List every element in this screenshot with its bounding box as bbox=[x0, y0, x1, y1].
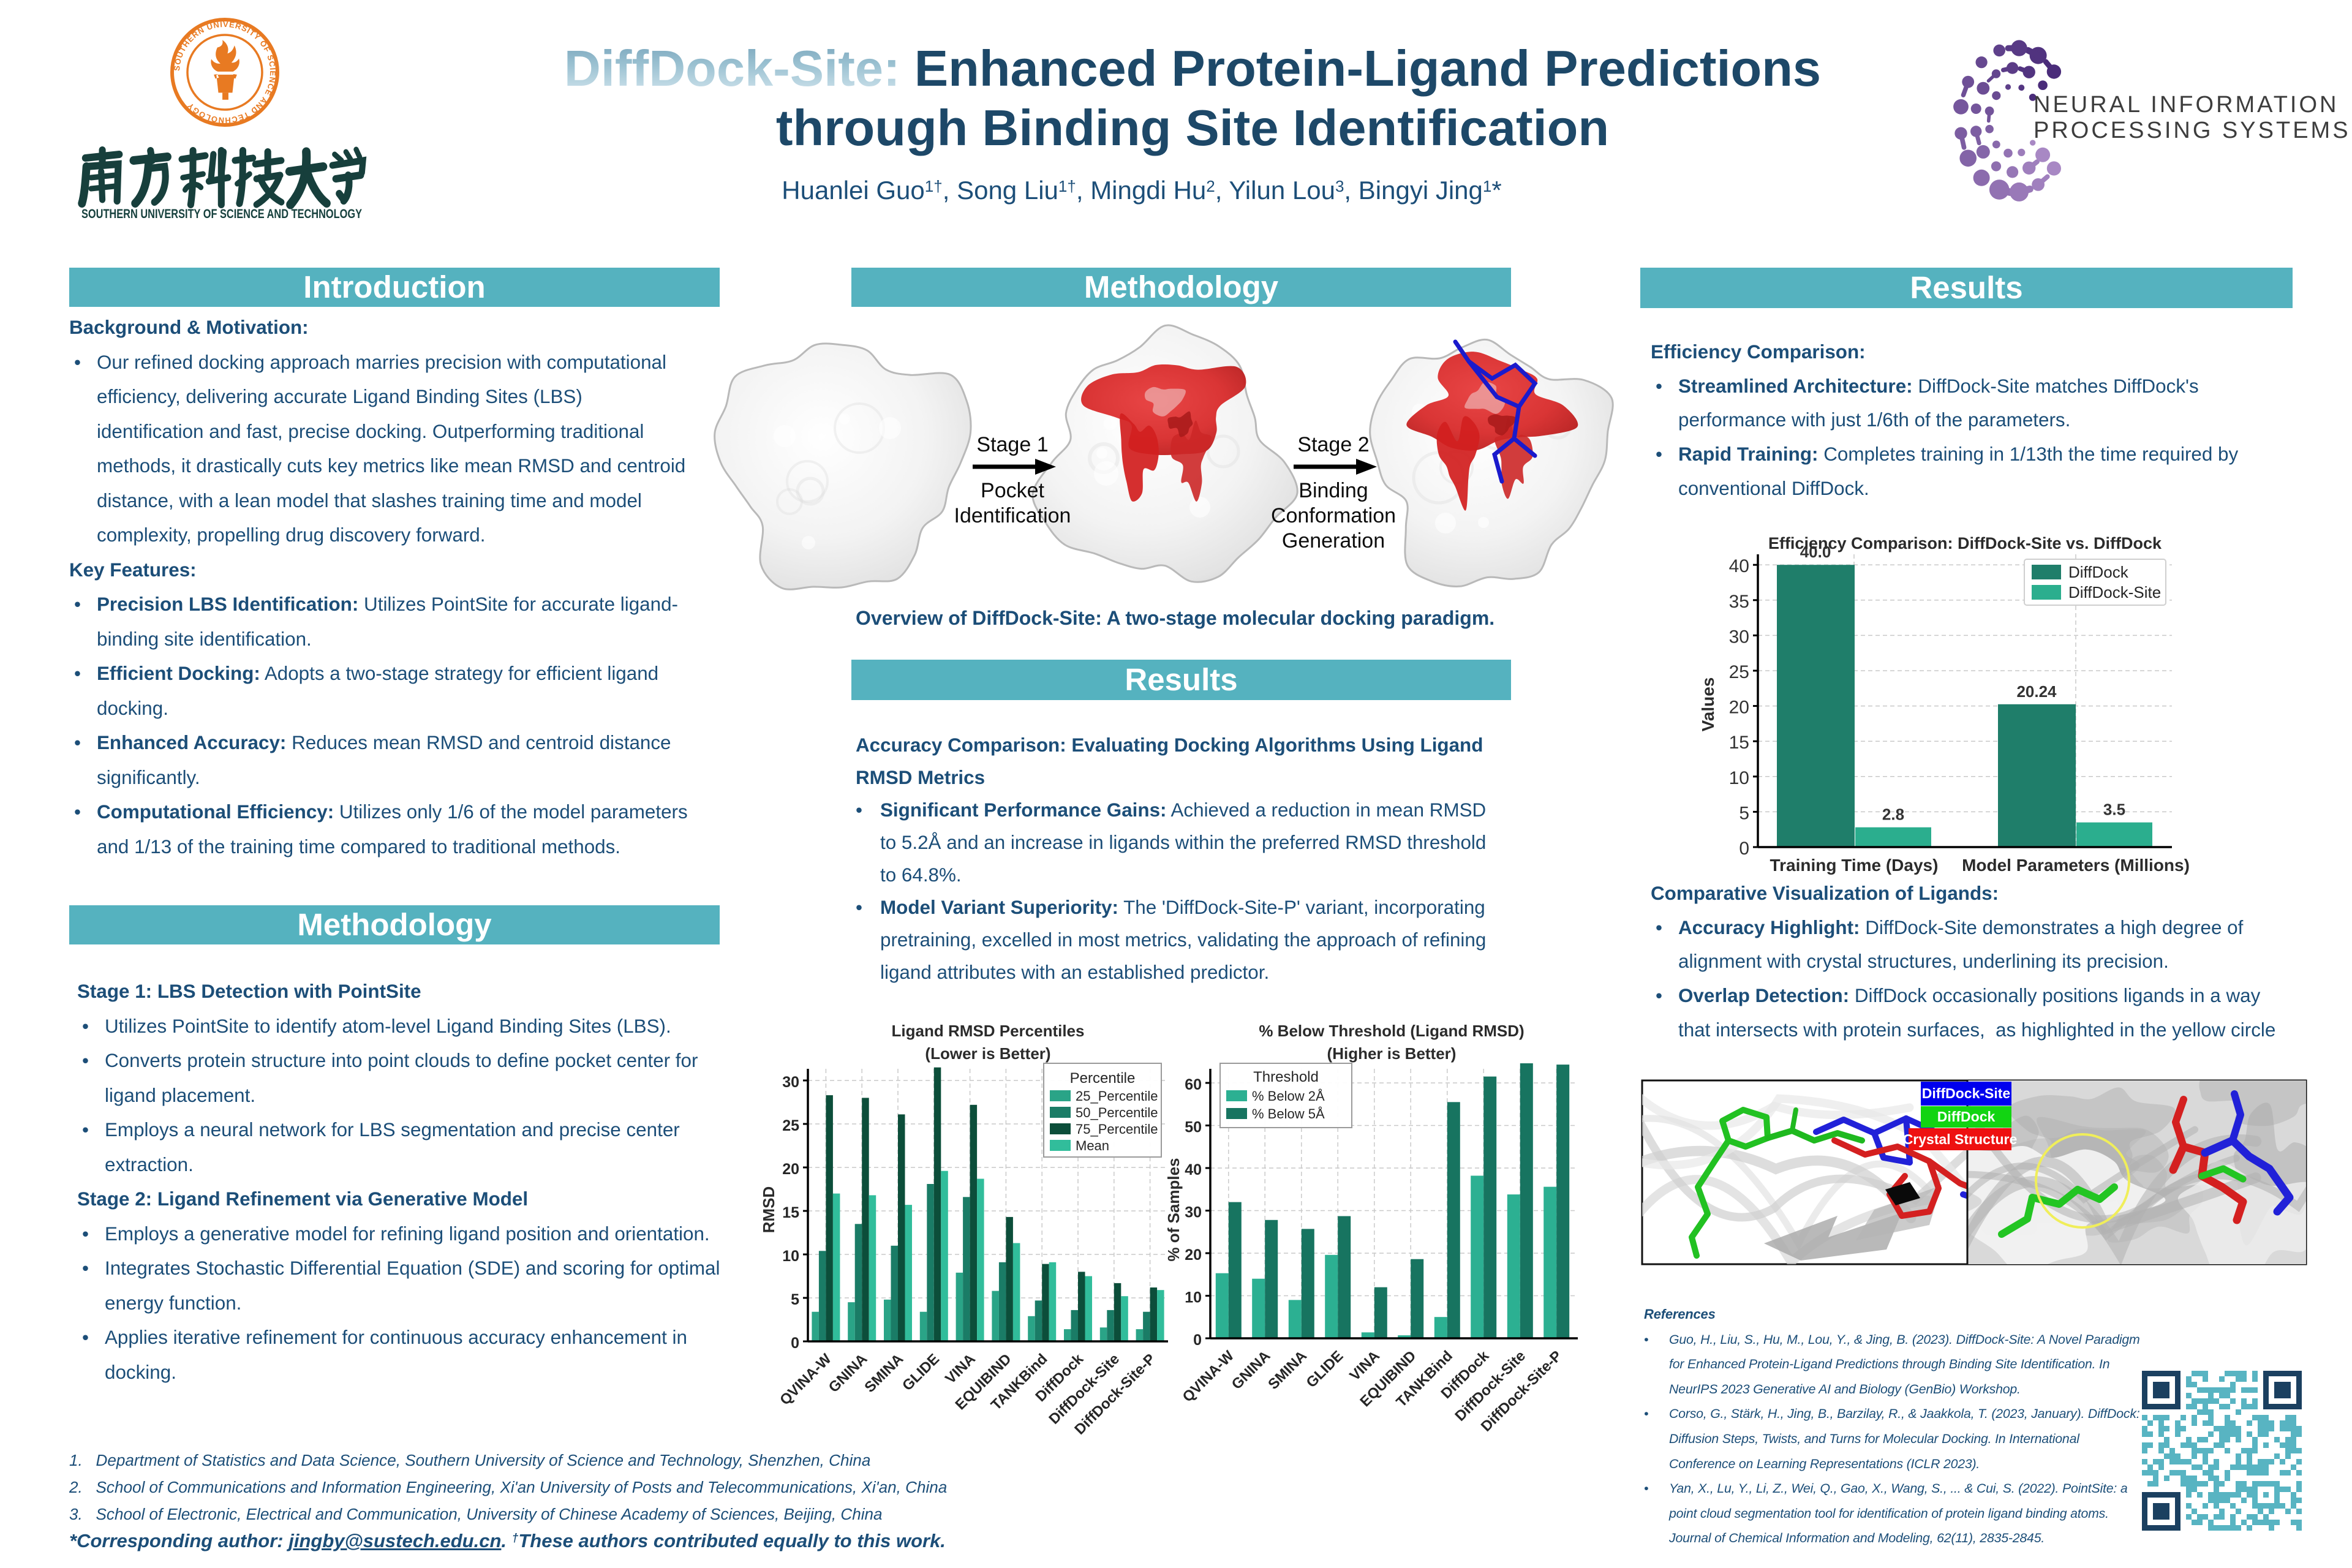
svg-text:Percentile: Percentile bbox=[1070, 1070, 1136, 1087]
svg-text:2.8: 2.8 bbox=[1882, 805, 1904, 824]
svg-text:50: 50 bbox=[1185, 1119, 1202, 1136]
svg-text:QVINA-W: QVINA-W bbox=[1180, 1348, 1238, 1406]
svg-text:Binding: Binding bbox=[1298, 479, 1368, 502]
svg-text:Stage 1: Stage 1 bbox=[976, 433, 1048, 456]
svg-text:(Higher is Better): (Higher is Better) bbox=[1327, 1044, 1457, 1063]
svg-text:% Below 2Å: % Below 2Å bbox=[1252, 1088, 1325, 1104]
svg-text:GLIDE: GLIDE bbox=[1303, 1348, 1346, 1391]
svg-text:QVINA-W: QVINA-W bbox=[777, 1351, 835, 1409]
svg-text:75_Percentile: 75_Percentile bbox=[1076, 1121, 1158, 1137]
svg-text:GLIDE: GLIDE bbox=[899, 1351, 943, 1394]
svg-text:40: 40 bbox=[1185, 1161, 1202, 1178]
svg-text:Conformation: Conformation bbox=[1271, 504, 1396, 527]
svg-text:DiffDock: DiffDock bbox=[2068, 563, 2129, 581]
svg-text:40: 40 bbox=[1729, 556, 1749, 576]
svg-text:25: 25 bbox=[782, 1117, 799, 1134]
svg-text:Values: Values bbox=[1698, 677, 1717, 732]
svg-text:% Below 5Å: % Below 5Å bbox=[1252, 1106, 1325, 1121]
svg-text:20: 20 bbox=[782, 1161, 799, 1178]
svg-text:5: 5 bbox=[791, 1291, 799, 1308]
svg-text:DiffDock: DiffDock bbox=[1937, 1109, 1996, 1125]
svg-text:SMINA: SMINA bbox=[1265, 1348, 1310, 1393]
svg-text:30: 30 bbox=[1185, 1204, 1202, 1221]
svg-text:Stage 2: Stage 2 bbox=[1297, 433, 1369, 456]
svg-text:25: 25 bbox=[1729, 662, 1749, 682]
svg-text:DiffDock-Site: DiffDock-Site bbox=[1922, 1085, 2010, 1101]
svg-text:NEURAL INFORMATION: NEURAL INFORMATION bbox=[2034, 92, 2339, 118]
svg-text:Efficiency Comparison: DiffDoc: Efficiency Comparison: DiffDock-Site vs.… bbox=[1768, 534, 2162, 552]
svg-text:PROCESSING SYSTEMS: PROCESSING SYSTEMS bbox=[2034, 118, 2351, 143]
svg-text:0: 0 bbox=[1739, 839, 1749, 859]
svg-text:60: 60 bbox=[1185, 1076, 1202, 1093]
svg-text:Training Time (Days): Training Time (Days) bbox=[1770, 856, 1939, 875]
svg-text:25_Percentile: 25_Percentile bbox=[1076, 1088, 1158, 1104]
svg-text:30: 30 bbox=[1729, 627, 1749, 647]
svg-text:Identification: Identification bbox=[954, 504, 1071, 527]
svg-text:15: 15 bbox=[782, 1204, 799, 1221]
svg-text:SOUTHERN UNIVERSITY OF SCIENCE: SOUTHERN UNIVERSITY OF SCIENCE AND TECHN… bbox=[81, 207, 362, 221]
svg-text:SMINA: SMINA bbox=[861, 1351, 907, 1396]
svg-text:20.24: 20.24 bbox=[2016, 682, 2057, 701]
svg-text:RMSD: RMSD bbox=[760, 1186, 778, 1234]
svg-text:10: 10 bbox=[782, 1248, 799, 1265]
svg-text:0: 0 bbox=[791, 1335, 799, 1352]
svg-text:15: 15 bbox=[1729, 733, 1749, 753]
svg-text:30: 30 bbox=[782, 1074, 799, 1091]
svg-text:0: 0 bbox=[1193, 1332, 1202, 1349]
svg-text:Crystal Structure: Crystal Structure bbox=[1903, 1131, 2018, 1147]
svg-text:20: 20 bbox=[1729, 698, 1749, 718]
svg-text:Model Parameters (Millions): Model Parameters (Millions) bbox=[1962, 856, 2190, 875]
svg-text:35: 35 bbox=[1729, 592, 1749, 612]
svg-text:% Below Threshold (Ligand RMSD: % Below Threshold (Ligand RMSD) bbox=[1259, 1022, 1524, 1040]
svg-text:GNINA: GNINA bbox=[826, 1351, 871, 1396]
svg-text:5: 5 bbox=[1739, 803, 1749, 823]
svg-text:GNINA: GNINA bbox=[1229, 1348, 1274, 1393]
svg-text:(Lower is Better): (Lower is Better) bbox=[925, 1044, 1050, 1063]
svg-text:Generation: Generation bbox=[1282, 529, 1385, 552]
svg-text:Pocket: Pocket bbox=[981, 479, 1044, 502]
svg-text:10: 10 bbox=[1729, 768, 1749, 788]
svg-text:Mean: Mean bbox=[1076, 1138, 1109, 1153]
svg-text:DiffDock-Site: DiffDock-Site bbox=[2068, 583, 2161, 601]
svg-text:40.0: 40.0 bbox=[1800, 543, 1831, 561]
svg-text:Threshold: Threshold bbox=[1253, 1069, 1319, 1085]
svg-text:10: 10 bbox=[1185, 1289, 1202, 1306]
svg-text:% of Samples: % of Samples bbox=[1164, 1158, 1183, 1261]
svg-text:20: 20 bbox=[1185, 1246, 1202, 1264]
svg-text:Ligand RMSD Percentiles: Ligand RMSD Percentiles bbox=[892, 1022, 1085, 1040]
svg-text:50_Percentile: 50_Percentile bbox=[1076, 1105, 1158, 1120]
svg-text:3.5: 3.5 bbox=[2103, 801, 2125, 819]
